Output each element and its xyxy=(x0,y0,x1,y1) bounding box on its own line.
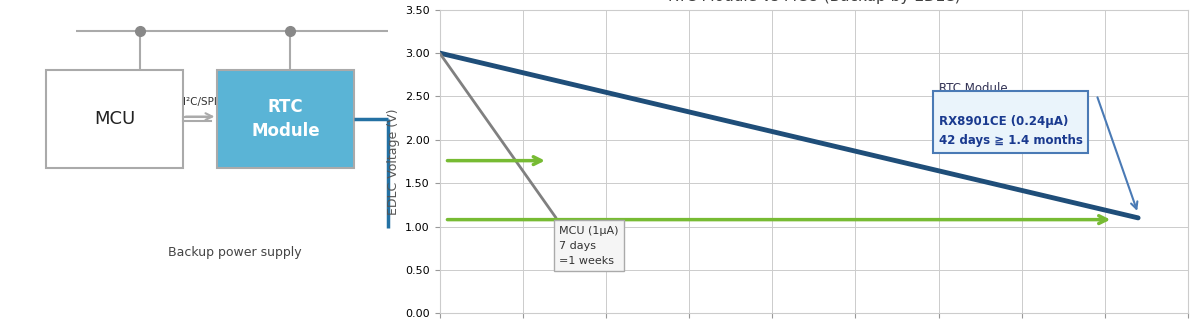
Title: RTC Module vs MCU (Backup by EDLC): RTC Module vs MCU (Backup by EDLC) xyxy=(667,0,960,4)
Text: RX8901CE (0.24μA)
42 days ≧ 1.4 months: RX8901CE (0.24μA) 42 days ≧ 1.4 months xyxy=(938,97,1082,147)
Line: MCU: MCU xyxy=(439,53,556,218)
Y-axis label: EDLC Voltage (V): EDLC Voltage (V) xyxy=(386,108,400,215)
FancyBboxPatch shape xyxy=(47,70,184,168)
Text: RTC Module: RTC Module xyxy=(938,82,1007,95)
Text: MCU (1μA)
7 days
=1 weeks: MCU (1μA) 7 days =1 weeks xyxy=(559,226,619,266)
Text: MCU: MCU xyxy=(94,110,136,128)
Text: RTC
Module: RTC Module xyxy=(251,98,320,140)
MCU xyxy=(432,51,446,55)
Text: Backup power supply: Backup power supply xyxy=(168,246,301,259)
MCU xyxy=(548,216,563,220)
FancyBboxPatch shape xyxy=(217,70,354,168)
Text: I²C/SPI: I²C/SPI xyxy=(184,98,217,108)
